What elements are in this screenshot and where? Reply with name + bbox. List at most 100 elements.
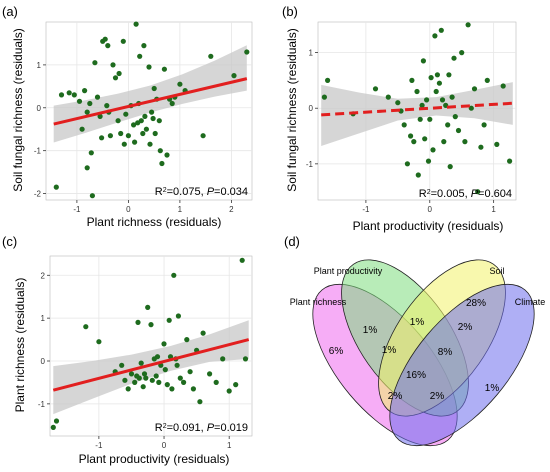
data-point: [110, 62, 116, 68]
data-point: [404, 161, 410, 167]
data-point: [500, 83, 506, 89]
tick-label-x: 2: [229, 205, 234, 214]
annotation-r2-value: =0.005,: [431, 188, 471, 200]
data-point: [481, 122, 487, 128]
data-point: [112, 75, 119, 81]
tick-label-y: 1: [41, 314, 46, 323]
data-point: [84, 109, 90, 115]
data-point: [104, 103, 110, 109]
data-point: [153, 373, 159, 379]
panel-a: (a) -1 0 1 2 -2 -1 0 1 Plant richness (residual…: [2, 4, 253, 229]
data-point: [132, 139, 138, 145]
data-point: [143, 375, 149, 381]
venn-value-climate-only: 1%: [485, 383, 500, 394]
panel-label-d: (d): [284, 234, 300, 249]
data-point: [125, 386, 131, 392]
data-point: [82, 88, 88, 94]
tick-label-x: 1: [491, 205, 496, 214]
data-point: [427, 116, 433, 122]
data-point: [226, 388, 232, 394]
data-point: [149, 377, 155, 383]
venn-value-all-four: 16%: [406, 370, 426, 381]
data-point: [401, 122, 407, 128]
data-point: [447, 164, 453, 170]
data-point: [244, 49, 250, 55]
tick-label-x: 0: [428, 205, 433, 214]
annotation-sup: 2: [163, 187, 167, 194]
data-point: [441, 139, 447, 145]
regression-line: [53, 77, 248, 126]
data-point: [140, 130, 146, 137]
data-point: [231, 73, 237, 79]
data-point: [459, 50, 465, 56]
data-point: [409, 77, 415, 83]
annotation-sup: 2: [163, 423, 167, 430]
data-point: [445, 122, 451, 128]
venn-value-richness-productivity-soil: 1%: [382, 345, 397, 356]
data-point: [125, 133, 131, 139]
data-point: [233, 382, 239, 388]
data-point: [478, 144, 484, 150]
annotation-r: R: [155, 186, 163, 198]
data-point: [107, 133, 113, 139]
tick-label-y: 1: [37, 61, 42, 70]
data-point: [138, 360, 144, 366]
data-point: [141, 371, 148, 377]
data-point: [452, 114, 458, 120]
data-point: [446, 72, 452, 78]
panel-label-b: (b): [282, 4, 298, 19]
data-point: [239, 257, 245, 263]
regression-line: [52, 338, 250, 392]
data-point: [119, 362, 125, 368]
data-point: [84, 165, 90, 171]
data-point: [449, 94, 455, 100]
annotation-r2-value: =0.075,: [167, 186, 207, 198]
data-point: [161, 66, 167, 72]
y-axis-label-c: Plant richness (residuals): [13, 278, 27, 413]
venn-value-soil-only: 28%: [466, 298, 486, 309]
data-point: [135, 319, 141, 325]
venn-value-richness-only: 6%: [329, 346, 344, 357]
data-point: [156, 118, 162, 124]
data-point: [197, 399, 203, 405]
data-point: [207, 371, 213, 377]
data-point: [162, 367, 168, 373]
tick-label-y: -2: [34, 190, 42, 199]
data-point: [200, 330, 206, 336]
data-point: [138, 118, 144, 124]
data-point: [395, 100, 401, 106]
data-point: [213, 379, 219, 385]
venn-set-label-plant-productivity: Plant productivity: [314, 266, 383, 276]
tick-label-x: -1: [73, 205, 81, 214]
data-point: [432, 33, 438, 39]
data-point: [184, 337, 190, 343]
data-point: [484, 77, 490, 83]
tick-label-y: 1: [309, 49, 314, 58]
data-point: [121, 141, 127, 147]
data-point: [152, 130, 158, 137]
data-point: [177, 81, 183, 87]
data-point: [58, 92, 65, 98]
data-point: [174, 362, 180, 368]
data-point: [120, 38, 126, 44]
tick-label-x: 0: [162, 441, 167, 450]
stats-annotation-a: R2=0.075, P=0.034: [155, 186, 248, 198]
data-point: [408, 133, 414, 139]
annotation-p: P: [471, 188, 479, 200]
data-point: [372, 86, 379, 92]
data-point: [420, 58, 426, 64]
data-point: [71, 92, 77, 98]
data-point: [146, 64, 152, 70]
data-point: [417, 116, 423, 122]
data-point: [66, 90, 72, 96]
tick-label-x: 1: [227, 441, 232, 450]
tick-label-y: -1: [38, 400, 46, 409]
regression-line: [321, 101, 513, 117]
data-point: [242, 356, 249, 362]
tick-label-x: 1: [178, 205, 183, 214]
data-point: [99, 135, 105, 141]
data-point: [428, 75, 434, 81]
data-point: [140, 384, 146, 390]
data-point: [76, 98, 83, 104]
data-point: [150, 115, 156, 122]
